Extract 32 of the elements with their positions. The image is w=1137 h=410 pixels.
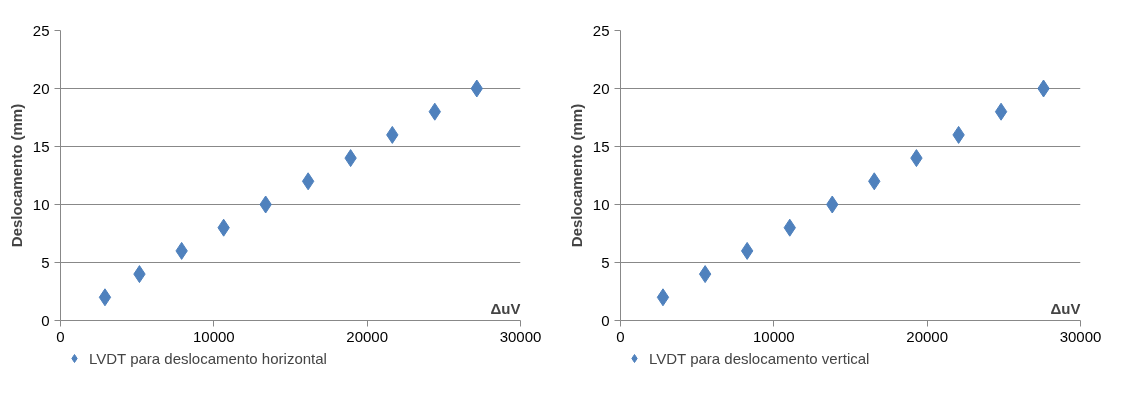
- y-tick-label: 20: [32, 79, 50, 97]
- x-tick-label: 10000: [752, 327, 795, 345]
- point: [656, 288, 670, 307]
- x-tick-label: 20000: [346, 327, 389, 345]
- x-tick-label: 30000: [499, 327, 542, 345]
- y-tick-label: 25: [592, 21, 610, 39]
- x-axis-title: ΔuV: [1050, 299, 1081, 317]
- point: [301, 172, 315, 191]
- y-tick-label: 5: [41, 253, 50, 271]
- x-tick-label: 0: [616, 327, 625, 345]
- point: [698, 265, 712, 284]
- y-tick-label: 15: [592, 137, 610, 155]
- legend-label: LVDT para deslocamento horizontal: [89, 349, 327, 367]
- x-tick-label: 30000: [1059, 327, 1102, 345]
- y-tick-label: 0: [41, 311, 50, 329]
- y-tick-label: 5: [601, 253, 610, 271]
- y-tick-label: 25: [32, 21, 50, 39]
- x-tick-label: 20000: [906, 327, 949, 345]
- y-tick-label: 10: [32, 195, 50, 213]
- y-tick-label: 20: [592, 79, 610, 97]
- y-axis-title: Deslocamento (mm): [7, 103, 25, 248]
- legend-label: LVDT para deslocamento vertical: [649, 349, 870, 367]
- x-tick-label: 10000: [192, 327, 235, 345]
- point: [994, 102, 1008, 121]
- point: [98, 288, 112, 307]
- y-tick-label: 15: [32, 137, 50, 155]
- x-axis-title: ΔuV: [490, 299, 521, 317]
- y-axis-title: Deslocamento (mm): [567, 103, 585, 248]
- x-tick-label: 0: [56, 327, 65, 345]
- y-tick-label: 10: [592, 195, 610, 213]
- y-tick-label: 0: [601, 311, 610, 329]
- point: [740, 241, 754, 260]
